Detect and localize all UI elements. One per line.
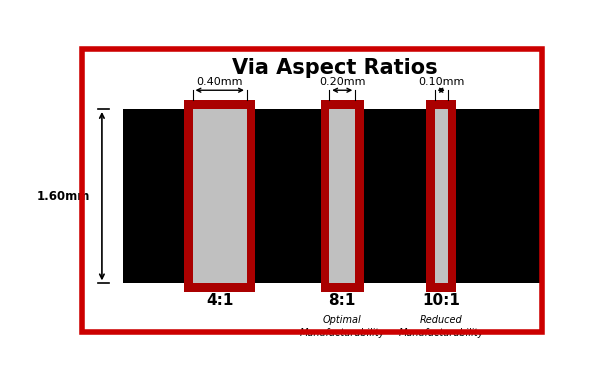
- Text: 8:1: 8:1: [328, 293, 356, 308]
- Text: 0.10mm: 0.10mm: [418, 77, 465, 87]
- Bar: [184, 100, 255, 109]
- Bar: [426, 100, 435, 292]
- Bar: [184, 100, 193, 292]
- Bar: [330, 109, 355, 283]
- Text: 4:1: 4:1: [206, 293, 233, 308]
- Text: 0.20mm: 0.20mm: [319, 77, 365, 87]
- Bar: [321, 100, 330, 292]
- Bar: [321, 100, 364, 109]
- Bar: [435, 109, 447, 283]
- Bar: [426, 283, 456, 292]
- Bar: [247, 100, 255, 292]
- Bar: [321, 283, 364, 292]
- Bar: [123, 109, 540, 283]
- Text: Optimal
Manufacturability: Optimal Manufacturability: [300, 315, 385, 338]
- Text: Via Aspect Ratios: Via Aspect Ratios: [232, 58, 438, 78]
- Bar: [447, 100, 456, 292]
- Bar: [355, 100, 364, 292]
- Text: Reduced
Manufacturability: Reduced Manufacturability: [398, 315, 484, 338]
- Bar: [184, 283, 255, 292]
- Text: 0.40mm: 0.40mm: [196, 77, 243, 87]
- Text: 10:1: 10:1: [422, 293, 460, 308]
- Text: 1.60mm: 1.60mm: [36, 190, 90, 203]
- Bar: [193, 109, 247, 283]
- Bar: [426, 100, 456, 109]
